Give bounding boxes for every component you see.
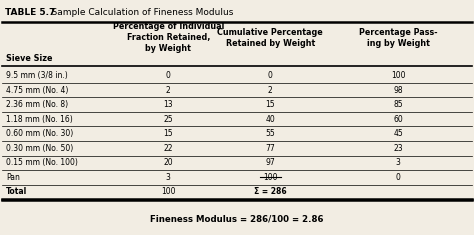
Text: 55: 55 [265,129,275,138]
Text: 0: 0 [268,71,273,80]
Text: 0.30 mm (No. 50): 0.30 mm (No. 50) [6,144,73,153]
Text: Fineness Modulus = 286/100 = 2.86: Fineness Modulus = 286/100 = 2.86 [150,214,324,223]
Text: 1.18 mm (No. 16): 1.18 mm (No. 16) [6,115,73,124]
Text: 25: 25 [164,115,173,124]
Text: Percentage Pass-
ing by Weight: Percentage Pass- ing by Weight [359,27,438,48]
Text: 0: 0 [166,71,171,80]
Text: 2: 2 [166,86,171,94]
Text: TABLE 5.7: TABLE 5.7 [5,8,55,17]
Text: 2.36 mm (No. 8): 2.36 mm (No. 8) [6,100,68,109]
Text: Total: Total [6,188,27,196]
Text: Σ = 286: Σ = 286 [254,188,286,196]
Text: 4.75 mm (No. 4): 4.75 mm (No. 4) [6,86,69,94]
Text: 22: 22 [164,144,173,153]
Text: 100: 100 [161,188,175,196]
Text: 15: 15 [164,129,173,138]
Text: Cumulative Percentage
Retained by Weight: Cumulative Percentage Retained by Weight [217,27,323,48]
Text: 85: 85 [393,100,403,109]
Text: 100: 100 [391,71,405,80]
Text: 98: 98 [393,86,403,94]
Text: 0: 0 [396,173,401,182]
Text: 45: 45 [393,129,403,138]
Text: 9.5 mm (3/8 in.): 9.5 mm (3/8 in.) [6,71,68,80]
Text: 60: 60 [393,115,403,124]
Text: Pan: Pan [6,173,20,182]
Text: 0.60 mm (No. 30): 0.60 mm (No. 30) [6,129,73,138]
Text: 3: 3 [166,173,171,182]
Text: 23: 23 [393,144,403,153]
Text: 15: 15 [265,100,275,109]
Text: Sieve Size: Sieve Size [6,55,53,63]
Text: 0.15 mm (No. 100): 0.15 mm (No. 100) [6,158,78,167]
Text: Percentage of Individual
Fraction Retained,
by Weight: Percentage of Individual Fraction Retain… [113,22,224,53]
Text: 2: 2 [268,86,273,94]
Text: 100: 100 [263,173,277,182]
Text: 20: 20 [164,158,173,167]
Text: 13: 13 [164,100,173,109]
Text: Sample Calculation of Fineness Modulus: Sample Calculation of Fineness Modulus [40,8,234,17]
Text: 77: 77 [265,144,275,153]
Text: 97: 97 [265,158,275,167]
Text: 3: 3 [396,158,401,167]
Text: 40: 40 [265,115,275,124]
